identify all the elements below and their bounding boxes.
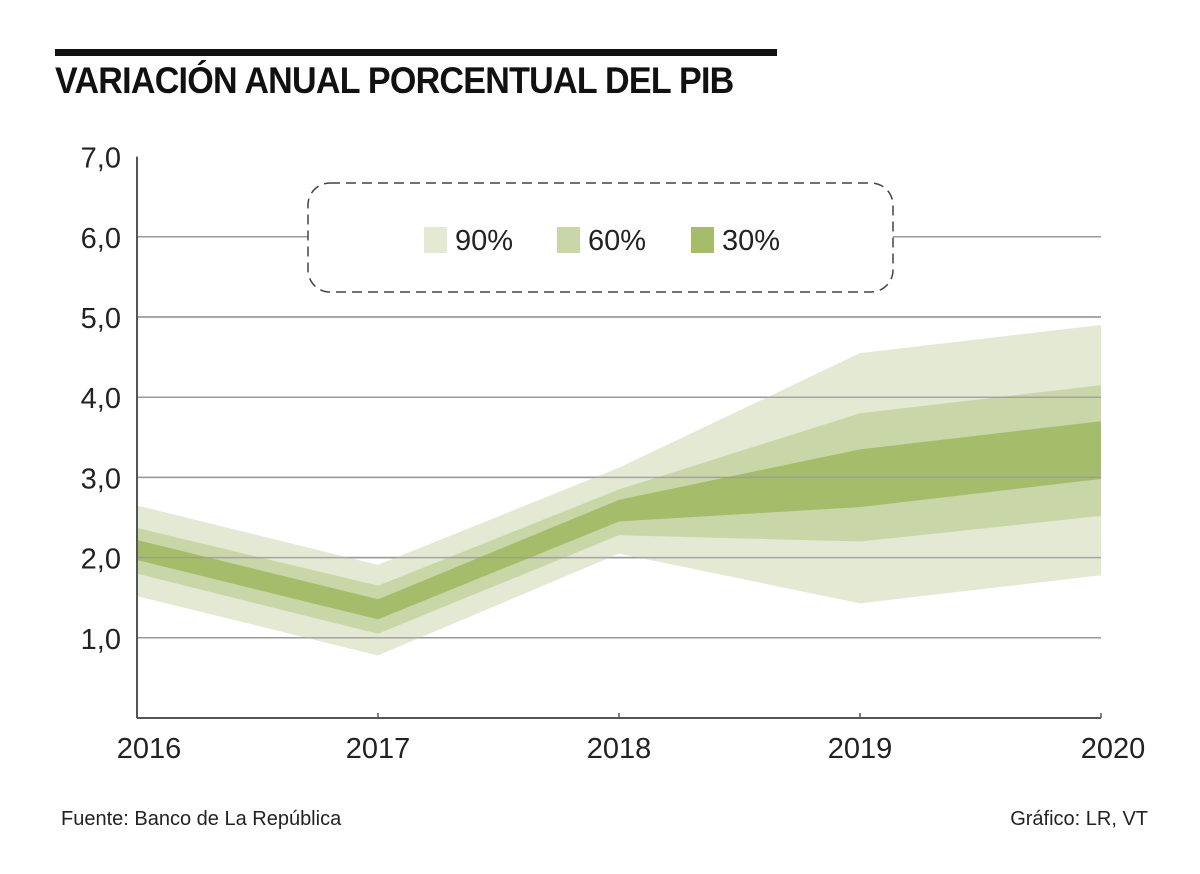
legend-swatch-90pct [424, 227, 447, 253]
legend-frame [307, 182, 894, 293]
legend: 90% 60% 30% [307, 182, 894, 293]
title-rule [55, 49, 777, 56]
legend-swatch-30pct [691, 227, 714, 253]
x-tick-label: 2016 [117, 733, 182, 765]
chart-title: VARIACIÓN ANUAL PORCENTUAL DEL PIB [55, 60, 734, 101]
y-tick-label: 5,0 [81, 303, 121, 335]
band-30pct [137, 421, 1101, 620]
y-tick-label: 4,0 [81, 383, 121, 415]
legend-swatch-60pct [557, 227, 580, 253]
x-tick-label: 2020 [1081, 733, 1146, 765]
x-tick-label: 2017 [346, 733, 411, 765]
y-tick-label: 2,0 [81, 544, 121, 576]
axes [136, 156, 1102, 719]
source-note: Fuente: Banco de La República [61, 808, 342, 830]
legend-label-90pct: 90% [455, 225, 513, 257]
legend-label-60pct: 60% [588, 225, 646, 257]
legend-label-30pct: 30% [722, 225, 780, 257]
x-tick-label: 2018 [587, 733, 652, 765]
y-tick-label: 1,0 [81, 624, 121, 656]
y-tick-label: 6,0 [81, 223, 121, 255]
x-tick-label: 2019 [828, 733, 893, 765]
y-tick-labels: 1,0 2,0 3,0 4,0 5,0 6,0 7,0 [81, 143, 121, 656]
confidence-bands [137, 236, 1101, 656]
y-tick-label: 3,0 [81, 463, 121, 495]
credit-note: Gráfico: LR, VT [1010, 808, 1148, 830]
x-tick-labels: 2016 2017 2018 2019 2020 [117, 733, 1146, 765]
y-tick-label: 7,0 [81, 143, 121, 175]
